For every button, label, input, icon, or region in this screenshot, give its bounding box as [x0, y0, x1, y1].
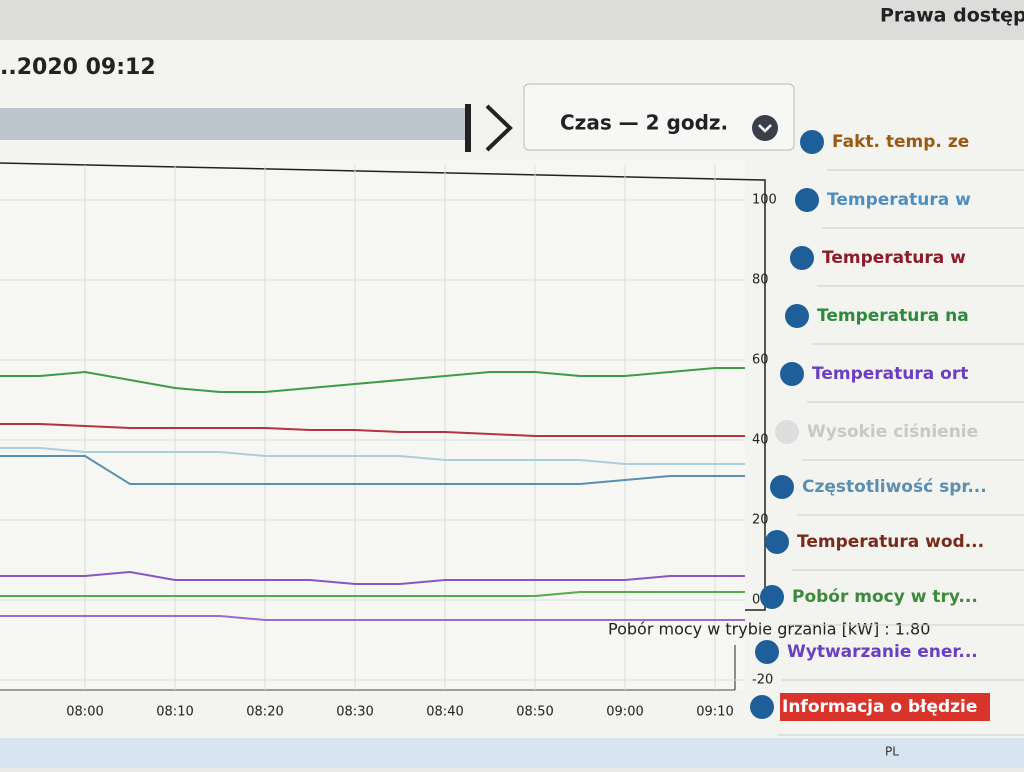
series-line: [0, 570, 745, 585]
x-tick-label: 09:00: [606, 705, 643, 720]
legend-item[interactable]: Temperatura na: [817, 306, 969, 326]
series-line: [0, 455, 745, 485]
x-tick-label: 08:50: [516, 705, 553, 720]
y-tick-label: 80: [752, 273, 769, 288]
plot-area: [0, 160, 745, 690]
dropdown-icon[interactable]: [752, 115, 778, 141]
access-link[interactable]: Prawa dostęp: [880, 5, 1024, 27]
check-icon: [790, 246, 814, 270]
error-badge: [780, 693, 990, 721]
y-tick-label: 40: [752, 433, 769, 448]
legend-item[interactable]: Temperatura w: [822, 248, 966, 268]
check-icon: [770, 475, 794, 499]
y-tick-label: -20: [752, 673, 773, 688]
dropdown-chevron: [758, 124, 772, 133]
check-icon: [780, 362, 804, 386]
x-tick-label: 09:10: [696, 705, 733, 720]
legend-item[interactable]: Fakt. temp. ze: [832, 132, 969, 152]
range-dropdown[interactable]: [523, 83, 795, 151]
series-line: [0, 591, 745, 597]
check-icon: [800, 130, 824, 154]
x-tick-label: 08:00: [66, 705, 103, 720]
legend-item[interactable]: Wytwarzanie ener...: [787, 642, 978, 662]
date: ..2020 09:12: [0, 55, 156, 80]
legend-item[interactable]: Informacja o błędzie: [782, 697, 977, 717]
series-line: [0, 423, 745, 437]
timeline-handle[interactable]: [465, 104, 471, 152]
y-tick-label: 60: [752, 353, 769, 368]
x-tick-label: 08:10: [156, 705, 193, 720]
check-icon: [765, 530, 789, 554]
series-line: [0, 447, 745, 465]
x-tick-label: 08:40: [426, 705, 463, 720]
y-tick-label: 0: [752, 593, 760, 608]
y-tick-label: 100: [752, 193, 777, 208]
y-tick-label: 20: [752, 513, 769, 528]
legend-item[interactable]: Wysokie ciśnienie: [807, 422, 978, 442]
tooltip: Pobór mocy w trybie grzania [kW] : 1.80: [608, 620, 930, 639]
legend-item[interactable]: Temperatura ort: [812, 364, 968, 384]
series-line: [0, 367, 745, 393]
taskbar: [0, 738, 1024, 768]
check-icon: [755, 640, 779, 664]
taskbar-lang: PL: [885, 745, 899, 759]
check-icon: [750, 695, 774, 719]
plot-border: [0, 162, 766, 611]
check-icon: [760, 585, 784, 609]
series-line: [0, 615, 745, 621]
check-icon: [795, 188, 819, 212]
legend-item[interactable]: Pobór mocy w try...: [792, 587, 978, 607]
next-arrow[interactable]: [485, 104, 513, 152]
range-label[interactable]: Czas — 2 godz.: [560, 111, 728, 135]
legend-item[interactable]: Częstotliwość spr...: [802, 477, 987, 497]
legend-item[interactable]: Temperatura w: [827, 190, 971, 210]
x-tick-label: 08:30: [336, 705, 373, 720]
check-icon: [785, 304, 809, 328]
x-tick-label: 08:20: [246, 705, 283, 720]
check-icon: [775, 420, 799, 444]
timeline[interactable]: [0, 108, 468, 140]
legend-item[interactable]: Temperatura wod...: [797, 532, 984, 552]
